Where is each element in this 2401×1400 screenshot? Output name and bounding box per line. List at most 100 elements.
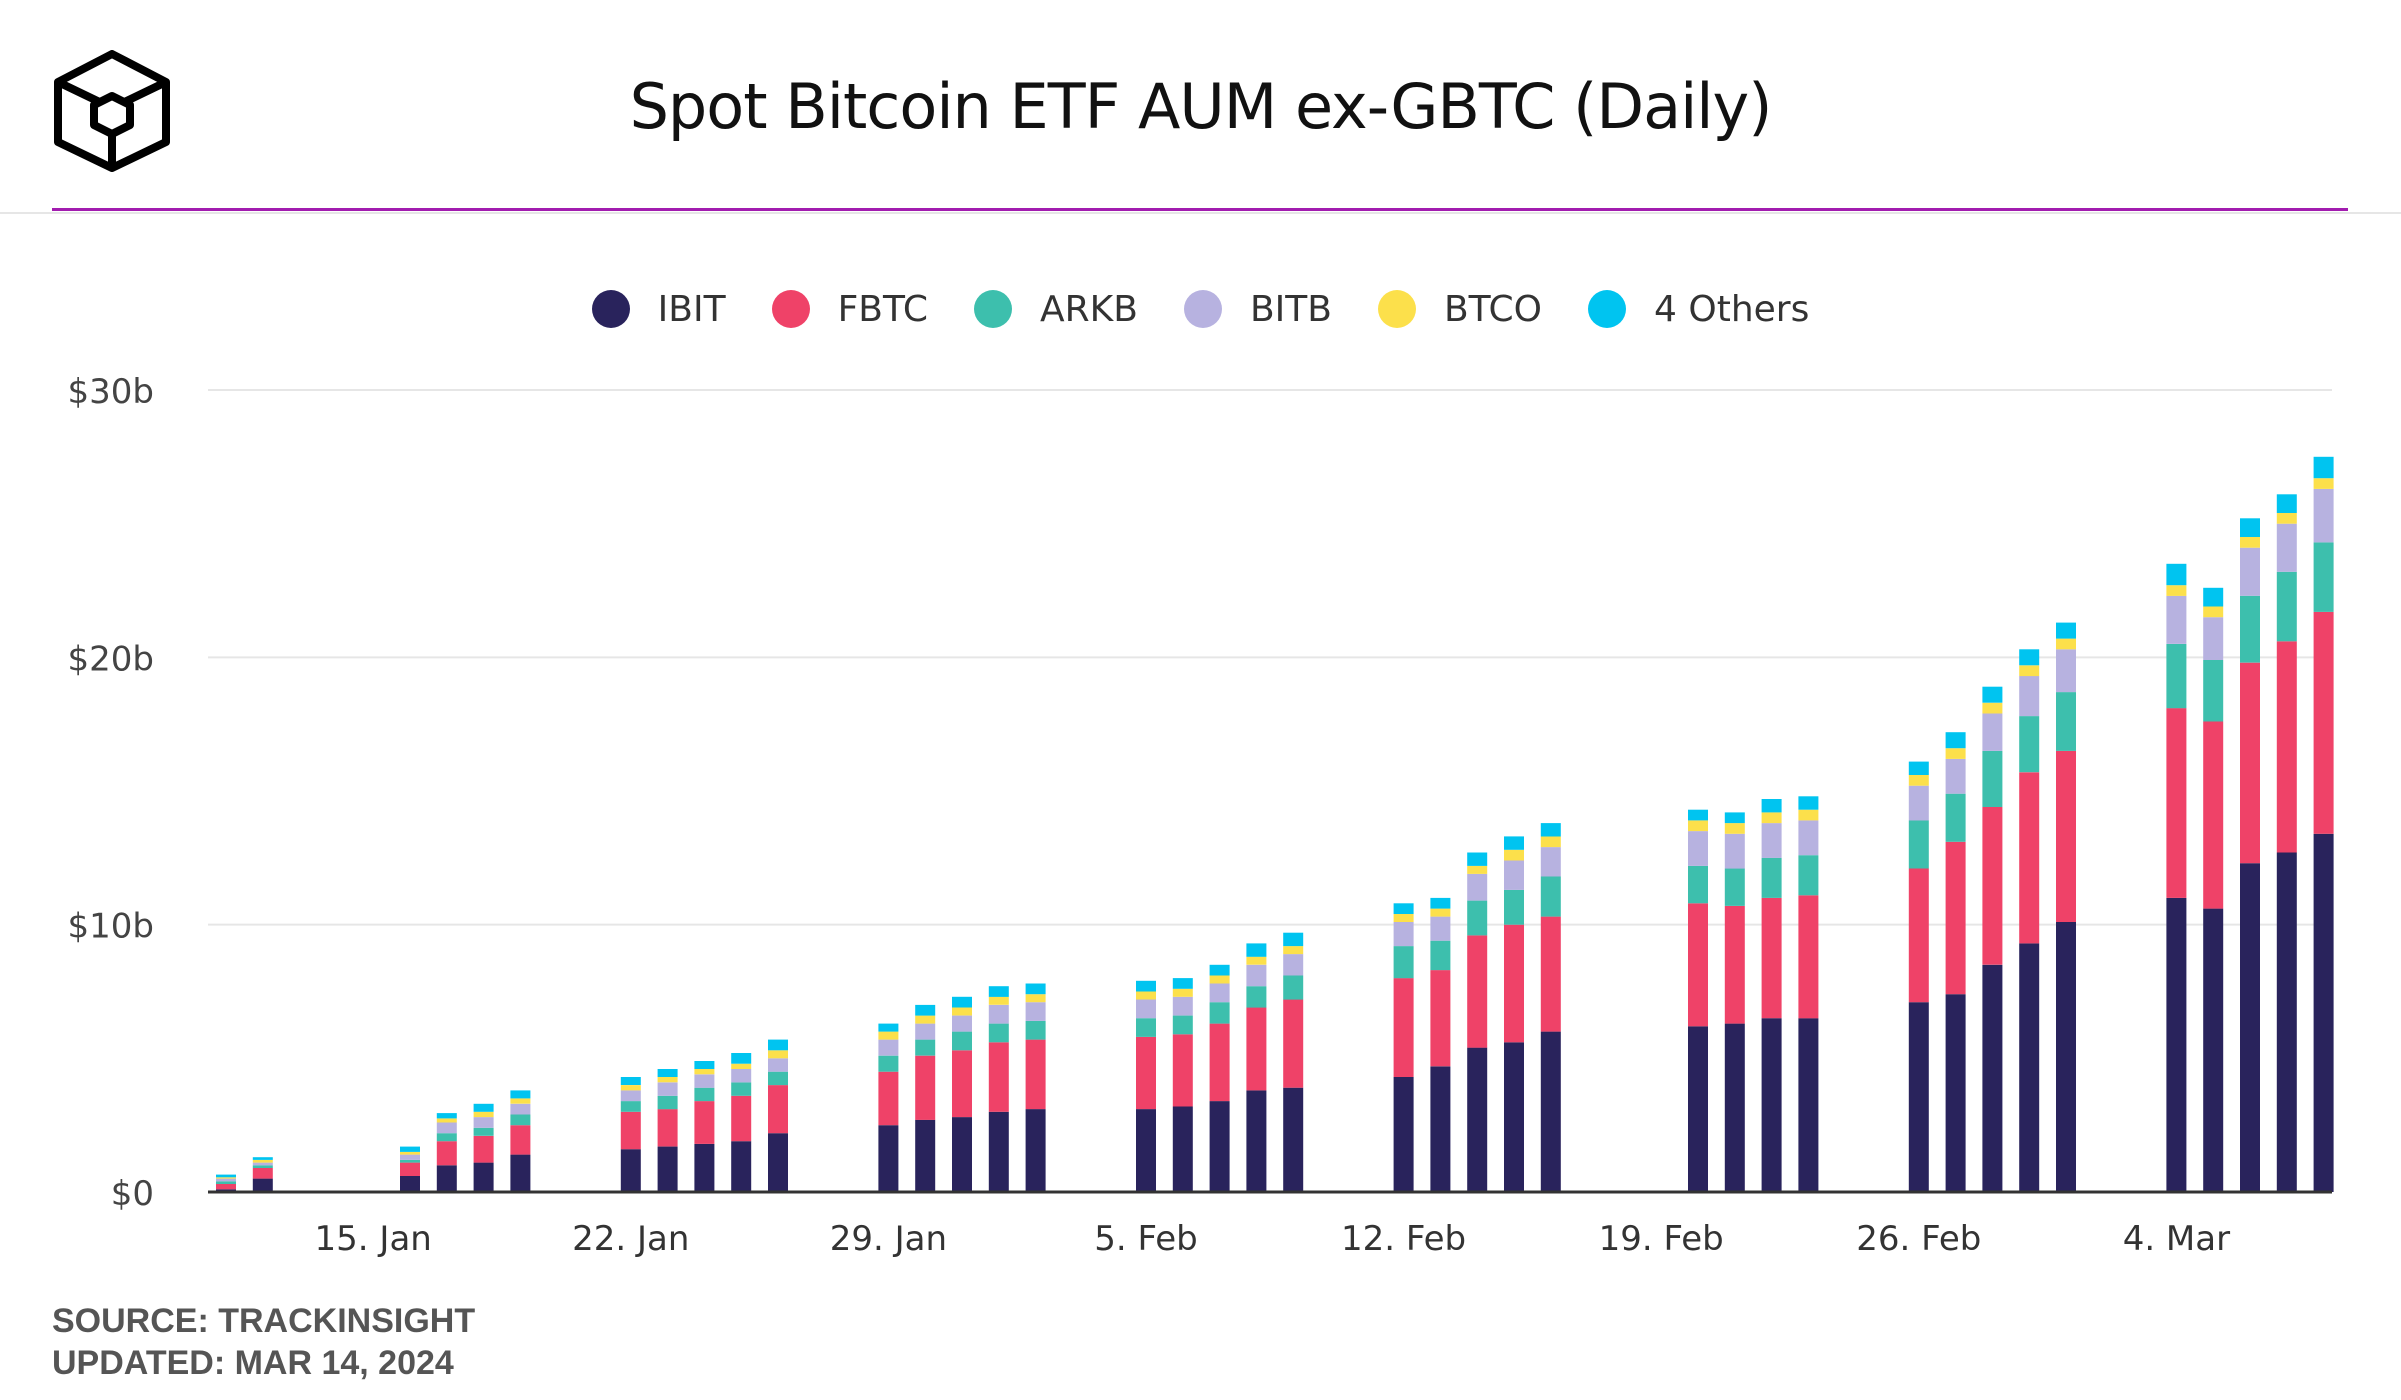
updated-line: UPDATED: MAR 14, 2024 — [52, 1344, 454, 1382]
bar-arkb — [2313, 542, 2334, 612]
bar-fbtc — [2166, 708, 2187, 898]
bar-bitb — [1246, 964, 1267, 987]
bar-bitb — [2313, 488, 2334, 543]
legend-item-bitb[interactable]: BITB — [1183, 289, 1332, 330]
x-tick-label: 26. Feb — [1856, 1219, 1981, 1259]
bar-bitb — [1209, 983, 1230, 1003]
bar-4-others — [620, 1077, 641, 1085]
bar-bitb — [1540, 847, 1561, 877]
bar-fbtc — [1246, 1007, 1267, 1091]
bar-ibit — [620, 1149, 641, 1192]
bar-4-others — [1172, 978, 1193, 989]
bar-fbtc — [1761, 897, 1782, 1019]
bar-4-others — [2313, 456, 2334, 479]
bar-fbtc — [731, 1095, 752, 1142]
bar-arkb — [1393, 946, 1414, 979]
bar-bitb — [657, 1082, 678, 1096]
bar-arkb — [1209, 1002, 1230, 1024]
bar-4-others — [2203, 587, 2224, 607]
bar-bitb — [2276, 523, 2297, 572]
bar-ibit — [1172, 1106, 1193, 1192]
bar-fbtc — [1945, 841, 1966, 995]
bar-4-others — [657, 1069, 678, 1077]
bar-bitb — [2166, 595, 2187, 644]
bar-bitb — [2056, 649, 2076, 693]
bar-4-others — [1540, 823, 1561, 837]
bar-ibit — [1393, 1077, 1414, 1192]
stacked-bar-chart: $0 $10b $20b $30b 15. Jan 22. Jan 29. Jan 5. Fe… — [68, 372, 2334, 1259]
bar-4-others — [510, 1090, 531, 1099]
bar-bitb — [1724, 833, 1745, 869]
bar-4-others — [2276, 494, 2297, 513]
bar-4-others — [216, 1174, 236, 1178]
bar-btco — [1945, 748, 1966, 759]
bar-bitb — [1688, 831, 1708, 866]
bar-bitb — [620, 1090, 641, 1102]
bar-fbtc — [2056, 750, 2076, 922]
bar-fbtc — [694, 1101, 715, 1144]
bar-btco — [1025, 994, 1046, 1003]
bar-fbtc — [878, 1071, 899, 1126]
bar-4-others — [1761, 799, 1782, 813]
bar-bitb — [1908, 785, 1929, 821]
bar-btco — [694, 1069, 715, 1075]
bar-bitb — [878, 1039, 899, 1056]
bar-fbtc — [768, 1085, 788, 1134]
bar-btco — [1283, 946, 1304, 955]
legend-swatch — [591, 290, 630, 328]
chart-legend: IBIT FBTC ARKB BITB BTCO 4 Others — [0, 284, 2401, 334]
bar-fbtc — [1467, 935, 1488, 1048]
bar-4-others — [878, 1023, 899, 1032]
chart-title: Spot Bitcoin ETF AUM ex-GBTC (Daily) — [629, 70, 1773, 143]
bar-arkb — [510, 1114, 531, 1126]
bar-ibit — [1430, 1066, 1451, 1192]
legend-item-arkb[interactable]: ARKB — [973, 289, 1138, 330]
legend-item-ibit[interactable]: IBIT — [591, 288, 726, 330]
bar-arkb — [436, 1133, 457, 1142]
legend-label: IBIT — [657, 288, 726, 330]
bar-btco — [510, 1098, 531, 1104]
x-tick-label: 4. Mar — [2123, 1219, 2230, 1259]
bar-bitb — [1430, 916, 1451, 941]
legend-item-4-others[interactable]: 4 Others — [1588, 289, 1809, 330]
bar-bitb — [1798, 820, 1819, 856]
bar-btco — [1982, 702, 2003, 714]
bar-btco — [2313, 478, 2334, 489]
bar-btco — [1798, 809, 1819, 821]
bar-ibit — [436, 1165, 457, 1192]
chart-header: Spot Bitcoin ETF AUM ex-GBTC (Daily) — [0, 0, 2401, 212]
bar-ibit — [1945, 994, 1966, 1192]
legend-item-fbtc[interactable]: FBTC — [771, 289, 928, 330]
bar-btco — [2166, 585, 2187, 596]
bar-arkb — [1688, 865, 1708, 904]
legend-item-btco[interactable]: BTCO — [1377, 289, 1542, 330]
bar-bitb — [1283, 954, 1304, 976]
bar-4-others — [1798, 796, 1819, 810]
bar-btco — [620, 1085, 641, 1091]
bar-bitb — [1504, 860, 1524, 890]
bar-btco — [2203, 606, 2224, 618]
bar-btco — [1136, 991, 1156, 1000]
bar-ibit — [1246, 1090, 1267, 1192]
bar-4-others — [1467, 852, 1488, 866]
bar-arkb — [2276, 571, 2297, 642]
bar-btco — [1724, 823, 1745, 834]
bar-ibit — [657, 1146, 678, 1192]
bar-arkb — [400, 1159, 420, 1163]
bar-fbtc — [1430, 970, 1451, 1067]
bar-ibit — [1504, 1042, 1524, 1192]
bar-btco — [2240, 537, 2260, 548]
bar-4-others — [731, 1053, 752, 1064]
bar-arkb — [731, 1082, 752, 1096]
source-note: SOURCE: TRACKINSIGHT UPDATED: MAR 14, 20… — [52, 1300, 475, 1384]
bar-fbtc — [2019, 772, 2040, 944]
bar-4-others — [988, 986, 1009, 997]
bar-4-others — [1504, 836, 1524, 850]
bar-fbtc — [1025, 1039, 1046, 1110]
bar-btco — [1688, 820, 1708, 832]
bar-arkb — [1246, 986, 1267, 1008]
bar-4-others — [252, 1157, 273, 1160]
bar-bitb — [510, 1103, 531, 1115]
bar-ibit — [694, 1143, 715, 1192]
y-tick-label: $10b — [68, 907, 154, 947]
